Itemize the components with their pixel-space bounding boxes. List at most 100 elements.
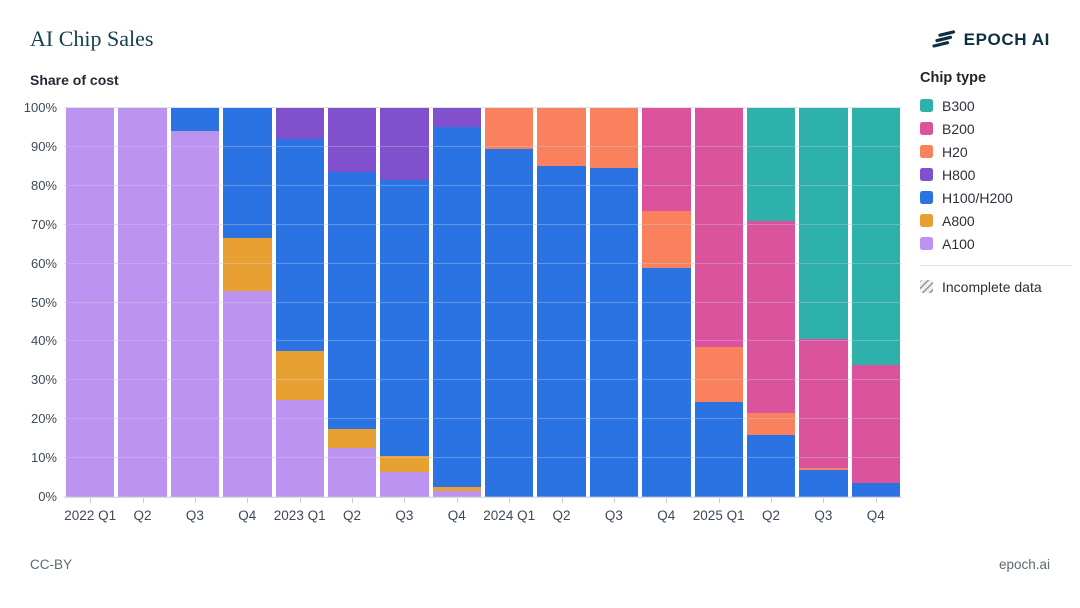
x-tick-label: Q2 [343,508,362,523]
bar-segment-h20 [589,108,639,169]
bar-slot-q3 [588,108,640,497]
x-axis: 2022 Q1 Q2 Q3 Q4 2023 Q1 Q2 Q3 Q4 2024 Q1 Q2 Q3 Q4 2… [64,497,902,537]
bar-slot-2023-q1 [274,108,326,497]
legend-item-label: H100/H200 [942,189,1013,206]
bar-segment-h100-h200 [170,108,220,132]
bar-segment-h100-h200 [223,108,272,239]
legend-swatch-icon [920,191,933,204]
stacked-bar [746,108,796,497]
license-text: CC-BY [30,557,73,572]
bar-slot-q4 [850,108,902,497]
gridline [64,262,902,264]
legend-title: Chip type [920,70,987,86]
bar-segment-a100 [327,448,377,497]
incomplete-data-swatch-icon [920,280,933,293]
y-tick-label: 10% [30,450,57,466]
legend-item-label: A800 [942,212,975,229]
gridline [64,457,902,459]
gridline [64,418,902,420]
bar-segment-b200 [851,364,900,484]
y-tick-label: 100% [23,100,57,115]
legend-item-label: Incomplete data [942,278,1042,295]
bar-segment-b300 [746,108,796,221]
bar-segment-h100-h200 [327,172,377,429]
legend-item-label: A100 [942,235,975,252]
stacked-bar [66,108,115,497]
bar-slot-q2 [535,108,587,497]
bar-segment-h100-h200 [537,166,586,497]
x-tick-label: Q4 [657,508,676,523]
x-tick [299,498,301,503]
x-tick-label: Q3 [814,508,833,523]
legend-item-b300: B300 [920,94,1072,117]
legend-item-a800: A800 [920,209,1072,232]
bar-segment-b300 [799,108,848,340]
legend-swatch-icon [920,214,933,227]
y-tick-label: 50% [30,294,57,310]
legend-swatch-icon [920,99,933,112]
legend-item-label: B200 [942,120,975,137]
y-tick-label: 20% [30,411,57,427]
legend-swatch-icon [920,168,933,181]
stacked-bar [432,108,481,497]
bar-segment-a800 [380,456,429,472]
legend-item-incomplete: Incomplete data [920,275,1072,298]
bar-segment-a100 [432,491,481,497]
stacked-bar [380,108,429,497]
bar-segment-h100-h200 [851,483,900,497]
legend-item-b200: B200 [920,117,1072,140]
x-tick [718,498,720,503]
y-tick-label: 70% [30,216,57,232]
legend-swatch-icon [920,122,933,135]
x-tick-label: Q4 [866,508,885,523]
x-tick [875,498,877,503]
legend-swatch-icon [920,145,933,158]
gridline [64,340,902,342]
bar-segment-h100-h200 [746,434,796,497]
bar-segment-h20 [537,108,586,167]
bar-slot-q3 [797,108,849,497]
bar-segment-a800 [327,428,377,449]
stacked-bar [170,108,220,497]
legend-item-label: H800 [942,166,976,183]
x-tick [771,498,773,503]
x-tick-label: Q3 [604,508,623,523]
plot-area [64,107,902,498]
bar-slot-q2 [326,108,378,497]
bar-segment-h20 [746,413,796,435]
bar-segment-h800 [380,108,429,180]
stacked-bar [537,108,586,497]
x-axis-line [64,497,902,498]
y-axis: 0% 10% 20% 30% 40% 50% 60% 70% 80% 90% 100% [0,101,57,504]
x-tick-label: 2025 Q1 [692,508,745,523]
gridline [64,107,902,108]
page-title: AI Chip Sales [30,26,154,51]
stacked-bar [589,108,639,497]
stacked-bar [694,108,743,497]
bar-slot-2022-q1 [64,108,116,497]
bar-segment-h800 [275,108,324,140]
x-tick-label: Q3 [395,508,414,523]
y-tick-label: 30% [30,372,57,388]
y-tick-label: 80% [30,177,57,193]
bar-slot-q3 [169,108,221,497]
y-tick-label: 0% [38,489,57,504]
legend-item-a100: A100 [920,232,1072,255]
bar-segment-h20 [485,108,534,149]
epoch-logo-icon [930,30,957,50]
bar-segment-a100 [66,108,115,497]
bar-segment-a800 [432,487,481,492]
bar-slot-q4 [640,108,692,497]
bar-segment-h100-h200 [799,469,848,497]
bar-slot-2024-q1 [483,108,535,497]
bar-segment-h20 [642,211,691,268]
legend: Chip type B300 B200 H20 H800 H100/H200 A800 A1… [920,70,1072,298]
x-tick-label: Q2 [762,508,781,523]
brand-logo: EPOCH AI [930,30,1050,50]
bar-segment-b200 [746,220,796,414]
bar-slot-q3 [378,108,430,497]
legend-item-h20: H20 [920,140,1072,163]
bar-segment-b200 [799,339,848,468]
x-tick [352,498,354,503]
gridline [64,301,902,303]
